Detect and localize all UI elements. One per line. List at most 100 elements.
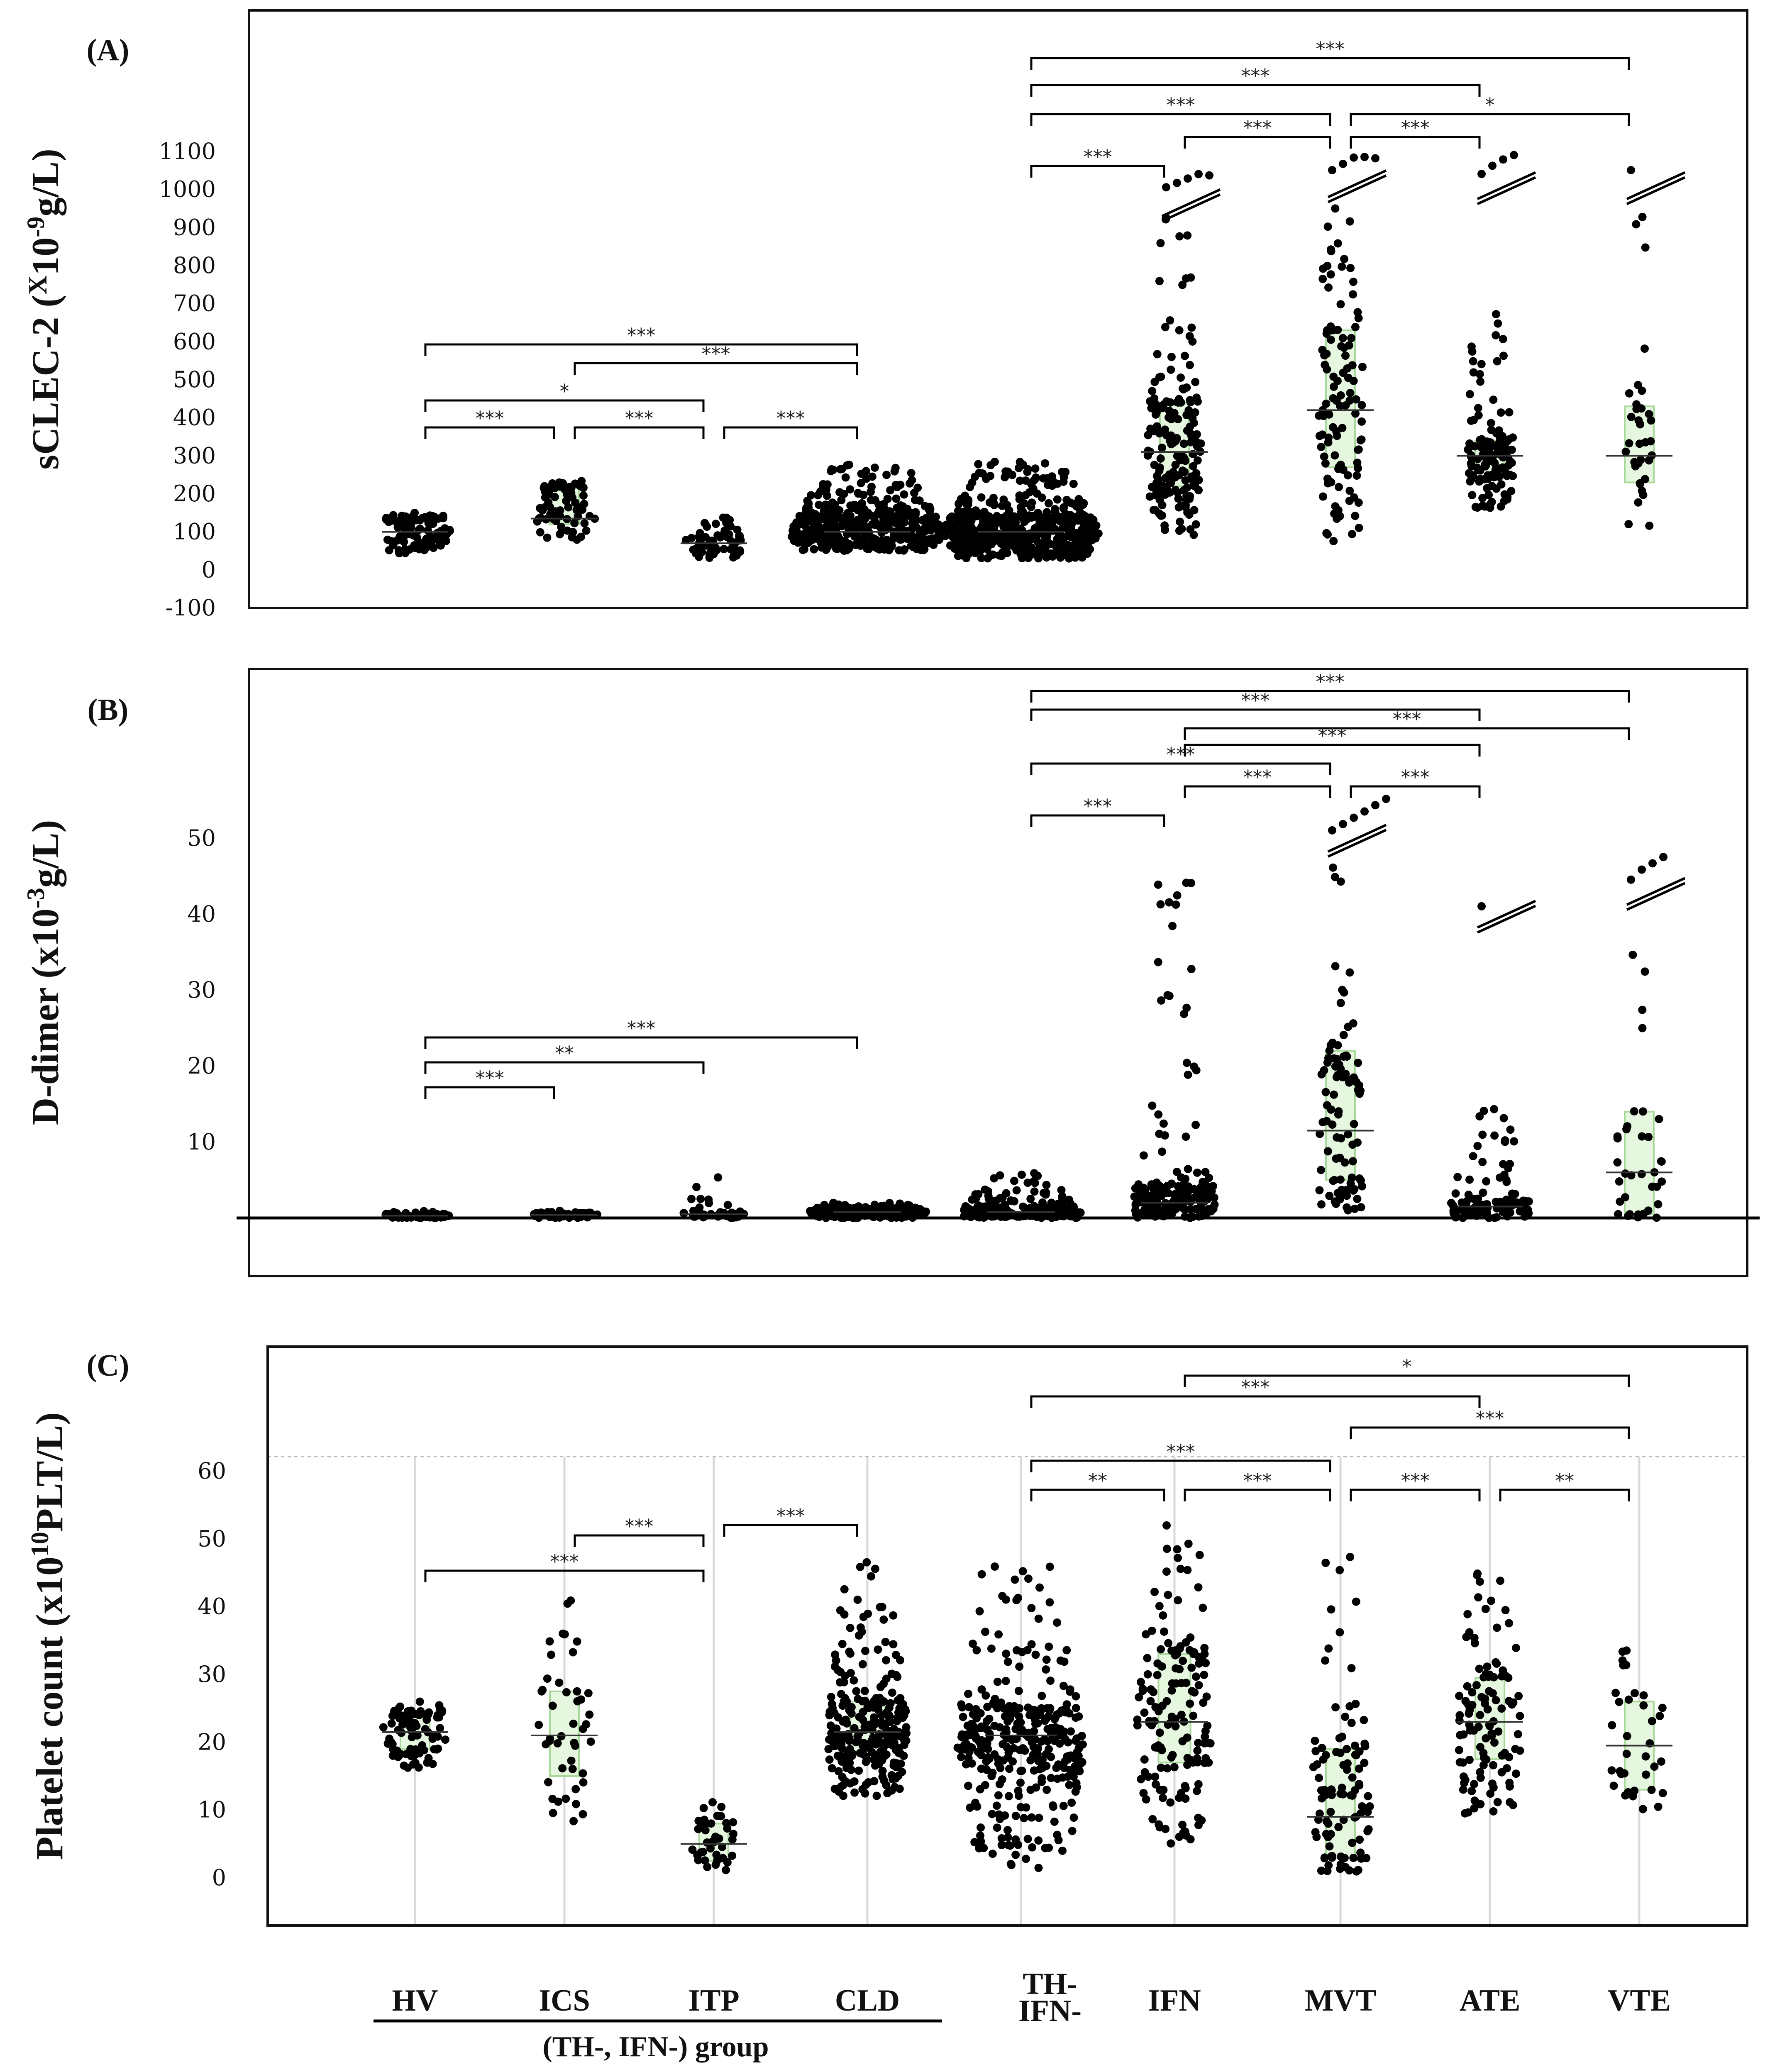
data-point bbox=[1202, 1692, 1211, 1701]
data-point bbox=[964, 1703, 973, 1711]
data-point bbox=[1034, 1836, 1043, 1845]
data-point bbox=[1333, 1071, 1342, 1079]
data-point bbox=[711, 1860, 720, 1869]
data-point bbox=[862, 1743, 871, 1752]
data-point bbox=[1076, 1208, 1085, 1217]
data-point bbox=[895, 1784, 904, 1793]
data-point bbox=[707, 1819, 715, 1828]
data-point bbox=[867, 496, 875, 505]
data-point bbox=[871, 1564, 879, 1573]
data-point bbox=[1331, 1062, 1340, 1071]
data-point bbox=[430, 513, 439, 521]
data-point bbox=[1186, 422, 1194, 431]
data-point bbox=[1471, 503, 1480, 511]
data-point bbox=[1339, 820, 1347, 828]
data-point bbox=[1042, 1786, 1051, 1794]
data-point bbox=[1033, 1719, 1042, 1728]
data-point bbox=[832, 515, 840, 524]
data-point bbox=[907, 1203, 916, 1212]
data-point bbox=[952, 540, 960, 549]
data-point bbox=[1466, 1726, 1475, 1735]
data-point bbox=[1151, 1743, 1160, 1752]
data-point bbox=[1638, 1024, 1647, 1032]
data-point bbox=[1135, 1693, 1143, 1701]
data-point bbox=[585, 1710, 594, 1719]
data-point bbox=[837, 522, 846, 530]
data-point bbox=[726, 545, 735, 554]
data-point bbox=[1064, 554, 1073, 563]
data-point bbox=[1145, 1208, 1154, 1216]
data-point bbox=[870, 1713, 879, 1722]
data-point bbox=[1184, 174, 1192, 183]
data-point bbox=[1465, 1628, 1474, 1637]
data-point bbox=[1338, 334, 1347, 342]
data-point bbox=[1144, 1772, 1153, 1781]
data-point bbox=[1146, 397, 1155, 406]
data-point bbox=[1167, 478, 1175, 487]
data-point bbox=[868, 472, 876, 481]
data-point bbox=[828, 1700, 836, 1708]
data-point bbox=[579, 1810, 587, 1818]
data-point bbox=[1074, 1752, 1083, 1760]
data-point bbox=[1364, 1792, 1372, 1801]
data-point bbox=[993, 1677, 1002, 1686]
significance-label: *** bbox=[1241, 689, 1270, 712]
data-point bbox=[830, 1708, 839, 1717]
data-point bbox=[832, 544, 840, 553]
data-point bbox=[837, 465, 846, 473]
data-point bbox=[1655, 1115, 1663, 1123]
data-point bbox=[974, 460, 983, 469]
data-point bbox=[1647, 416, 1655, 425]
data-point bbox=[993, 1823, 1001, 1832]
significance-label: *** bbox=[776, 407, 805, 430]
data-point bbox=[1003, 1706, 1012, 1715]
data-point bbox=[415, 1697, 424, 1706]
data-point bbox=[1194, 476, 1203, 484]
data-point bbox=[1190, 506, 1199, 515]
axis-break bbox=[1626, 853, 1686, 911]
data-point bbox=[1183, 1733, 1191, 1742]
data-point bbox=[1494, 426, 1503, 435]
data-point bbox=[1481, 1605, 1490, 1613]
data-point bbox=[1341, 1713, 1350, 1721]
data-point bbox=[407, 1727, 416, 1735]
data-point bbox=[1496, 447, 1505, 456]
data-point bbox=[390, 1210, 398, 1218]
data-point bbox=[1073, 502, 1082, 510]
data-point bbox=[1336, 300, 1345, 309]
data-point bbox=[1506, 1159, 1514, 1168]
data-point bbox=[840, 1585, 849, 1594]
data-point bbox=[1354, 464, 1362, 473]
group-thifn bbox=[960, 1169, 1085, 1222]
data-point bbox=[1336, 1175, 1345, 1184]
group-ifn bbox=[1141, 213, 1208, 539]
data-point bbox=[1317, 1200, 1326, 1209]
data-point bbox=[1002, 1728, 1011, 1737]
data-point bbox=[1027, 1604, 1036, 1613]
data-point bbox=[1360, 1739, 1369, 1748]
significance-bracket: *** bbox=[1350, 766, 1481, 798]
data-point bbox=[1326, 1830, 1335, 1838]
data-point bbox=[1365, 1802, 1374, 1811]
data-point bbox=[1005, 1764, 1014, 1773]
data-point bbox=[1026, 1756, 1035, 1764]
data-point bbox=[1148, 1815, 1157, 1823]
data-point bbox=[428, 1734, 437, 1743]
data-point bbox=[1470, 1796, 1479, 1805]
data-point bbox=[1042, 1665, 1050, 1674]
data-point bbox=[1318, 1744, 1326, 1752]
data-point bbox=[1516, 1746, 1524, 1755]
data-point bbox=[1479, 1189, 1487, 1197]
data-point bbox=[547, 1650, 555, 1659]
data-point bbox=[1503, 493, 1512, 501]
data-point bbox=[1489, 1761, 1498, 1769]
data-point bbox=[1153, 1659, 1162, 1668]
data-point bbox=[1507, 487, 1516, 495]
data-point bbox=[569, 1817, 578, 1826]
data-point bbox=[1355, 1780, 1364, 1789]
data-point bbox=[836, 1752, 845, 1760]
data-point bbox=[886, 486, 895, 495]
data-point bbox=[1071, 1787, 1080, 1796]
data-point bbox=[960, 1206, 969, 1215]
y-tick-label: 30 bbox=[198, 1661, 226, 1687]
